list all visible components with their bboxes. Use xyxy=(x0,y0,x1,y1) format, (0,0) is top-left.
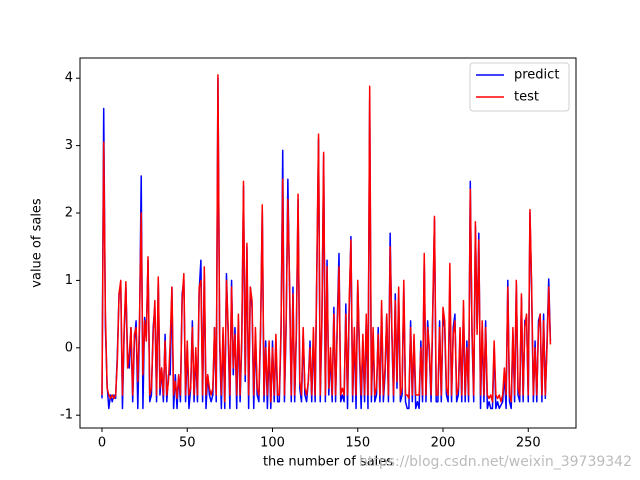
x-tick-label: 50 xyxy=(179,436,196,451)
y-tick-label: 2 xyxy=(65,206,73,221)
watermark: https://blog.csdn.net/weixin_39739342 xyxy=(359,454,632,470)
y-tick-label: 1 xyxy=(65,273,73,288)
plot-frame xyxy=(79,57,577,429)
y-tick-label: 4 xyxy=(65,71,73,86)
x-axis-label: the number of sales xyxy=(263,455,393,470)
legend-label: test xyxy=(514,90,539,105)
legend-label: predict xyxy=(514,68,559,83)
y-tick-label: 3 xyxy=(65,138,73,153)
y-axis-label: value of sales xyxy=(30,198,45,288)
x-tick-label: 0 xyxy=(98,436,106,451)
y-tick-label: -1 xyxy=(60,408,73,423)
x-tick-label: 100 xyxy=(260,436,285,451)
x-tick-label: 250 xyxy=(516,436,541,451)
x-tick-label: 200 xyxy=(431,436,456,451)
series-line xyxy=(101,74,552,403)
x-tick-label: 150 xyxy=(345,436,370,451)
y-tick-label: 0 xyxy=(65,340,73,355)
